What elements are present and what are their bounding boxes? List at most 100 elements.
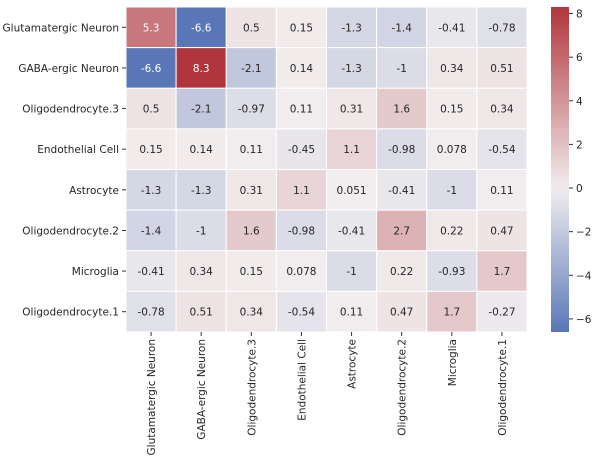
cell-value-label: 0.14 <box>189 144 213 156</box>
cell-value-label: 1.1 <box>343 144 360 156</box>
cell-value-label: 0.11 <box>290 104 313 116</box>
cell-value-label: -0.41 <box>338 225 365 237</box>
row-tick-label: Oligodendrocyte.2 <box>22 225 119 237</box>
column-tick-label: GABA-ergic Neuron <box>196 339 208 440</box>
colorbar-tick-label: 8 <box>576 9 583 21</box>
heatmap-cell <box>476 290 528 333</box>
column-tick-label: Oligodendrocyte.2 <box>397 339 409 436</box>
colorbar-tick-label: 4 <box>576 96 583 108</box>
column-tick-label: Glutamatergic Neuron <box>146 339 158 455</box>
heatmap-cell <box>426 87 478 130</box>
cell-value-label: -0.97 <box>238 104 265 116</box>
cell-value-label: 0.5 <box>143 104 160 116</box>
heatmap-cell <box>376 87 428 130</box>
cell-value-label: 0.15 <box>139 144 162 156</box>
heatmap-cell <box>476 47 528 89</box>
cell-value-label: 2.7 <box>393 225 410 237</box>
heatmap-cell <box>376 6 428 49</box>
cell-value-label: -1.4 <box>141 225 162 237</box>
cell-value-label: 5.3 <box>143 22 160 34</box>
cell-value-label: -0.54 <box>488 144 515 156</box>
colorbar-tick-label: −2 <box>576 227 591 239</box>
column-tick-label: Oligodendrocyte.1 <box>497 339 509 436</box>
cell-value-label: -1 <box>196 225 206 237</box>
heatmap-cell <box>225 209 277 252</box>
cell-value-label: -1 <box>447 185 457 197</box>
cell-value-label: 0.15 <box>440 104 463 116</box>
cell-value-label: 0.34 <box>490 104 514 116</box>
cell-value-label: -0.41 <box>137 266 164 278</box>
heatmap-cell <box>125 6 177 49</box>
heatmap-cell <box>376 209 428 252</box>
colorbar-gradient <box>551 7 569 332</box>
cell-value-label: -0.41 <box>438 22 465 34</box>
cell-value-label: 0.31 <box>340 104 363 116</box>
row-tick-label: Oligodendrocyte.1 <box>22 307 119 319</box>
cell-value-label: -0.41 <box>388 185 415 197</box>
cell-value-label: -0.98 <box>288 225 315 237</box>
column-tick-label: Microglia <box>447 339 459 386</box>
cell-value-label: 0.078 <box>437 144 467 156</box>
row-tick-label: Astrocyte <box>69 185 119 197</box>
cell-value-label: 0.22 <box>390 266 413 278</box>
colorbar-tick-label: 6 <box>576 52 583 64</box>
heatmap-cell <box>175 250 227 292</box>
cell-value-label: 0.22 <box>440 225 463 237</box>
heatmap-cell <box>476 6 528 49</box>
cell-value-label: -1 <box>396 63 406 75</box>
heatmap-cell <box>376 250 428 292</box>
cell-value-label: 8.3 <box>193 63 210 75</box>
cell-value-label: 0.34 <box>440 63 464 75</box>
cell-value-label: -1.3 <box>141 185 162 197</box>
heatmap-cells <box>125 6 528 333</box>
heatmap-cell <box>476 209 528 252</box>
cell-value-label: -0.27 <box>488 307 515 319</box>
heatmap-cell <box>326 87 378 130</box>
cell-value-label: 0.15 <box>290 22 313 34</box>
heatmap-cell <box>426 128 478 170</box>
heatmap-cell <box>225 128 277 170</box>
cell-value-label: 1.7 <box>443 307 460 319</box>
cell-value-label: -1.3 <box>191 185 212 197</box>
cell-value-label: 0.47 <box>390 307 413 319</box>
heatmap-cell <box>175 209 227 252</box>
cell-value-label: -0.98 <box>388 144 415 156</box>
cell-value-label: -0.45 <box>288 144 315 156</box>
colorbar-tick-label: 2 <box>576 139 583 151</box>
cell-value-label: 1.1 <box>293 185 310 197</box>
heatmap-cell <box>175 6 227 49</box>
cell-value-label: -2.1 <box>191 104 212 116</box>
heatmap-cell <box>326 209 378 252</box>
heatmap-cell <box>326 169 378 211</box>
row-tick-label: Oligodendrocyte.3 <box>22 104 119 116</box>
cell-value-labels: 5.3 -6.6 0.5 0.15 -1.3 -1.4 -0.41 -0.78 -6.6 8.3 -… <box>137 22 515 318</box>
cell-value-label: -2.1 <box>241 63 262 75</box>
cell-value-label: -0.78 <box>488 22 515 34</box>
column-tick-label: Endothelial Cell <box>296 339 308 421</box>
heatmap-cell <box>225 250 277 292</box>
cell-value-label: -0.93 <box>438 266 465 278</box>
colorbar-tick-label: −6 <box>576 314 592 326</box>
heatmap-cell <box>275 128 327 170</box>
row-tick-labels: Glutamatergic Neuron GABA-ergic Neuron Oli… <box>3 22 126 319</box>
heatmap-cell <box>326 250 378 292</box>
heatmap-cell <box>175 47 227 89</box>
colorbar-tick-label: −4 <box>576 270 592 282</box>
heatmap-cell <box>476 87 528 130</box>
row-tick-label: GABA-ergic Neuron <box>18 63 119 75</box>
column-tick-labels: Glutamatergic Neuron GABA-ergic Neuron Oli… <box>146 332 509 455</box>
cell-value-label: 0.34 <box>189 266 213 278</box>
cell-value-label: 0.11 <box>240 144 263 156</box>
cell-value-label: -1 <box>346 266 356 278</box>
heatmap-cell <box>326 128 378 170</box>
cell-value-label: -1.4 <box>391 22 412 34</box>
heatmap-cell <box>426 169 478 211</box>
cell-value-label: -1.3 <box>341 22 362 34</box>
cell-value-label: -0.54 <box>288 307 315 319</box>
column-tick-label: Oligodendrocyte.3 <box>246 339 258 436</box>
cell-value-label: 0.051 <box>337 185 367 197</box>
row-tick-label: Microglia <box>72 266 119 278</box>
cell-value-label: 1.7 <box>494 266 511 278</box>
heatmap-cell <box>376 47 428 89</box>
cell-value-label: 1.6 <box>243 225 260 237</box>
